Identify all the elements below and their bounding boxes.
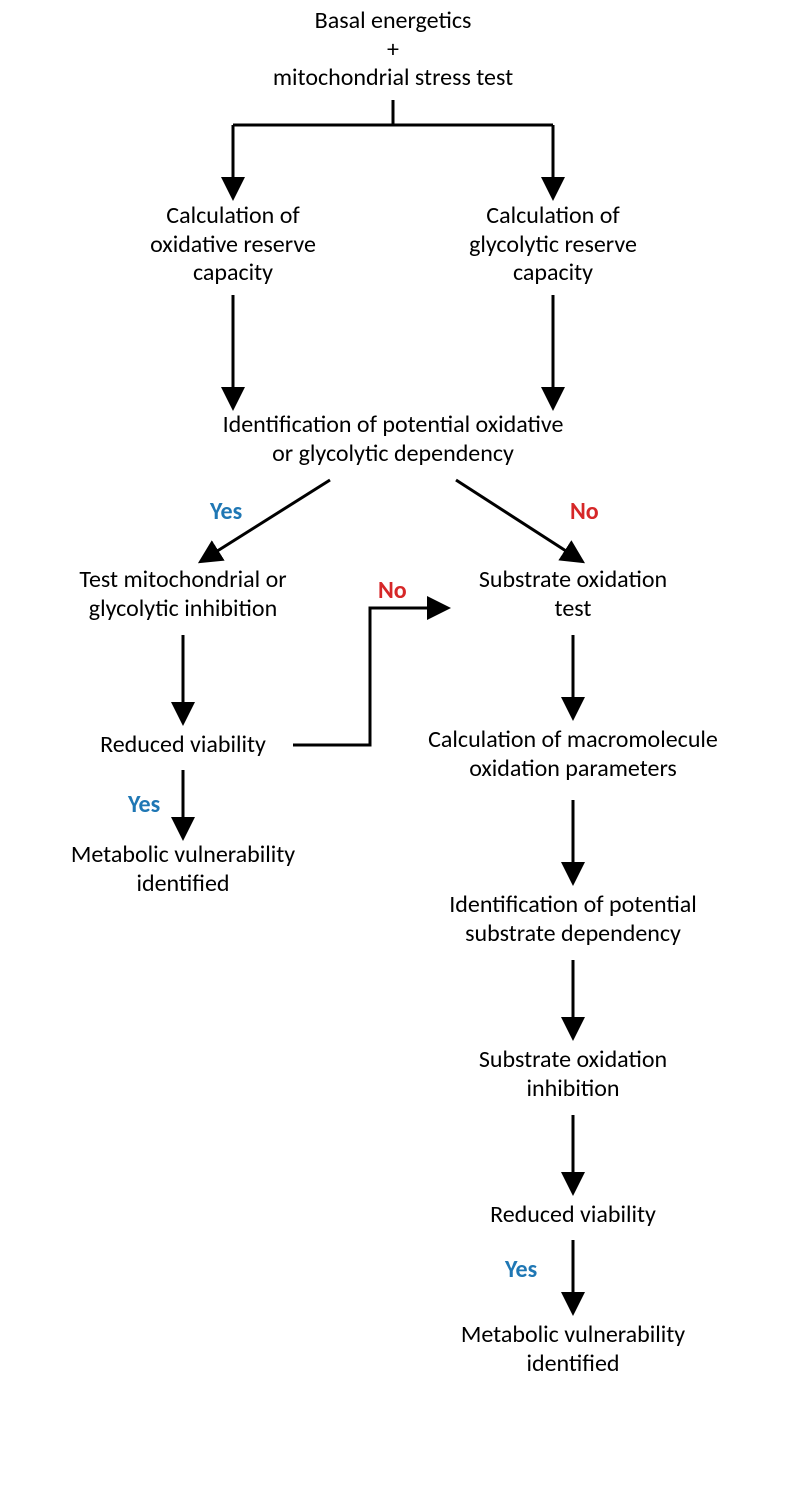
flowchart-node-n6: Substrate oxidationtest (443, 566, 703, 624)
flowchart-label-l1: Yes (210, 497, 242, 526)
flowchart-label-l5: Yes (505, 1255, 537, 1284)
flowchart-node-n7: Reduced viability (63, 731, 303, 760)
flowchart-label-l2: No (570, 497, 599, 526)
flowchart-label-l3: No (378, 576, 407, 605)
flowchart-node-n11: Substrate oxidationinhibition (443, 1046, 703, 1104)
flowchart-node-n2: Calculation ofoxidative reservecapacity (123, 202, 343, 288)
flowchart-node-n4: Identification of potential oxidativeor … (173, 411, 613, 469)
flowchart-node-n9: Metabolic vulnerabilityidentified (33, 841, 333, 899)
flowchart-node-n5: Test mitochondrial orglycolytic inhibiti… (43, 566, 323, 624)
flowchart-node-n3: Calculation ofglycolytic reservecapacity (443, 202, 663, 288)
flowchart-node-n1: Basal energetics+mitochondrial stress te… (223, 7, 563, 93)
flowchart-node-n13: Metabolic vulnerabilityidentified (423, 1321, 723, 1379)
flowchart-label-l4: Yes (128, 790, 160, 819)
flowchart-node-n12: Reduced viability (453, 1201, 693, 1230)
flowchart-node-n8: Calculation of macromoleculeoxidation pa… (393, 726, 753, 784)
flowchart-node-n10: Identification of potentialsubstrate dep… (403, 891, 743, 949)
